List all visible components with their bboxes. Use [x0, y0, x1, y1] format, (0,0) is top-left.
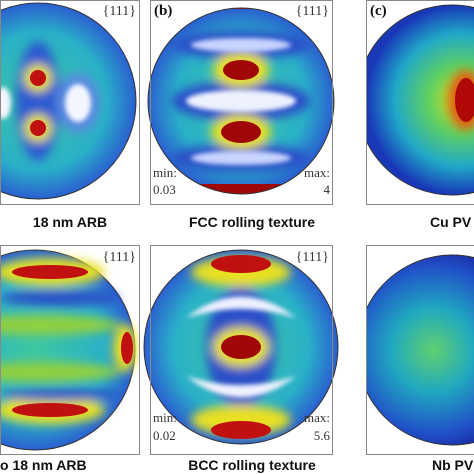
min-label: min: — [153, 165, 177, 180]
caption: BCC rolling texture — [188, 457, 316, 473]
caption: 18 nm ARB — [33, 214, 107, 230]
panel-tag: (b) — [154, 3, 172, 19]
min-value: 0.03 — [153, 182, 176, 197]
pole-figure — [186, 255, 296, 439]
pole-figure — [0, 2, 137, 200]
max-value: 4 — [324, 182, 331, 197]
panel-frame — [150, 245, 333, 455]
pole-figure — [0, 249, 137, 451]
caption: FCC rolling texture — [189, 214, 315, 230]
max-label: max: — [304, 165, 330, 180]
min-label: min: — [153, 410, 177, 425]
panel-frame — [0, 245, 140, 455]
caption: Cu PV — [430, 214, 472, 230]
pole-label: {111} — [296, 4, 329, 19]
pole-label: {111} — [103, 4, 136, 19]
pole-label: {111} — [103, 250, 136, 265]
pole-figure — [366, 254, 474, 446]
pole-label: {111} — [296, 250, 329, 265]
panel-frame — [366, 0, 474, 205]
caption: o 18 nm ARB — [0, 457, 87, 473]
max-value: 5.6 — [314, 428, 331, 443]
min-value: 0.02 — [153, 428, 176, 443]
panel-tag: (c) — [370, 3, 387, 19]
pole-figure — [366, 4, 474, 196]
caption: Nb PV — [432, 457, 474, 473]
panel-frame — [366, 245, 474, 455]
panel-frame — [0, 0, 140, 205]
pole-figure — [171, 8, 311, 194]
max-label: max: — [304, 410, 330, 425]
panel-frame — [150, 0, 333, 205]
